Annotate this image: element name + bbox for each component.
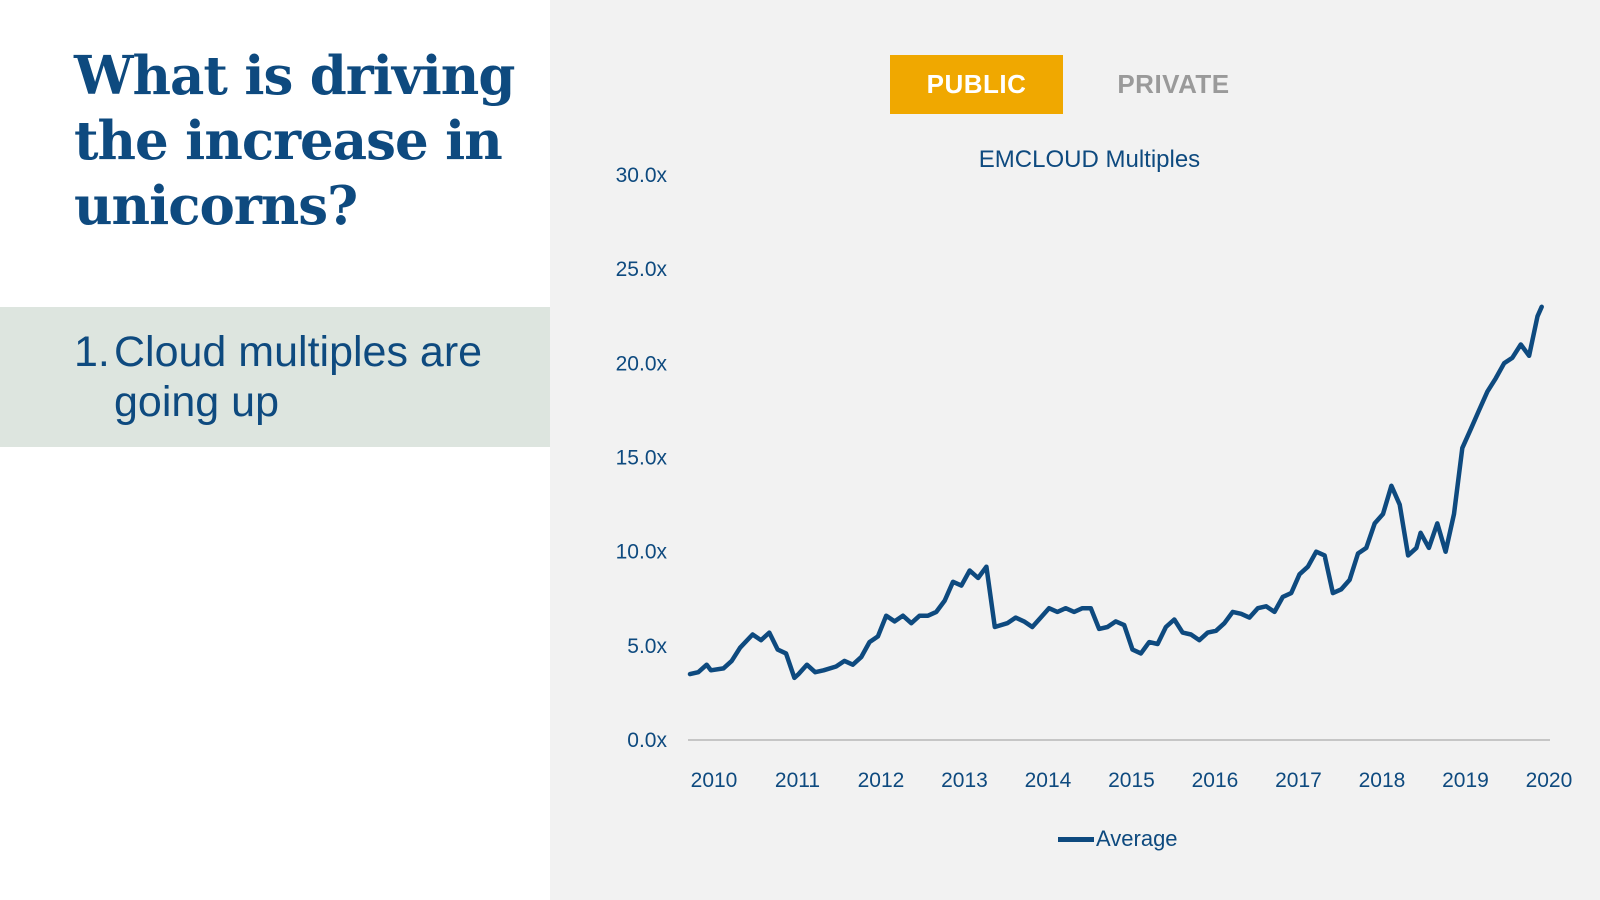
x-tick-label: 2014 bbox=[1025, 769, 1072, 792]
point-banner: 1. Cloud multiples are going up bbox=[0, 307, 590, 447]
page-title-line-1: What is driving bbox=[74, 45, 515, 107]
x-tick-label: 2018 bbox=[1359, 769, 1406, 792]
x-tick-label: 2012 bbox=[858, 769, 905, 792]
legend-label: Average bbox=[1096, 826, 1178, 851]
y-tick-label: 30.0x bbox=[616, 164, 668, 187]
tab-public[interactable]: PUBLIC bbox=[890, 55, 1063, 114]
line-chart: 0.0x 5.0x 10.0x 15.0x 20.0x 25.0x 30.0x 2010 201… bbox=[616, 164, 1573, 792]
chart-panel: PUBLIC PRIVATE EMCLOUD Multiples 0.0x 5.0… bbox=[550, 0, 1600, 900]
y-tick-label: 20.0x bbox=[616, 352, 668, 375]
page-title: What is driving the increase in unicorns… bbox=[74, 44, 534, 239]
legend-swatch bbox=[1058, 836, 1094, 842]
page-title-line-2: the increase in bbox=[74, 110, 503, 172]
y-tick-label: 25.0x bbox=[616, 258, 668, 281]
point-text: Cloud multiples are going up bbox=[114, 328, 483, 426]
y-tick-label: 10.0x bbox=[616, 541, 668, 564]
series-line-average bbox=[687, 304, 1544, 681]
left-panel: What is driving the increase in unicorns… bbox=[0, 0, 590, 900]
x-tick-label: 2013 bbox=[941, 769, 988, 792]
chart-legend: Average bbox=[1058, 826, 1178, 852]
page-title-line-3: unicorns? bbox=[74, 175, 358, 237]
point-number: 1. bbox=[74, 328, 110, 376]
chart-title: EMCLOUD Multiples bbox=[978, 146, 1201, 173]
x-tick-label: 2011 bbox=[775, 769, 820, 792]
y-tick-label: 0.0x bbox=[627, 729, 667, 752]
x-tick-label: 2020 bbox=[1526, 769, 1573, 792]
x-tick-label: 2016 bbox=[1192, 769, 1239, 792]
x-tick-label: 2017 bbox=[1275, 769, 1322, 792]
x-tick-label: 2019 bbox=[1442, 769, 1489, 792]
x-tick-label: 2010 bbox=[691, 769, 738, 792]
tab-private[interactable]: PRIVATE bbox=[1117, 69, 1230, 99]
y-tick-label: 5.0x bbox=[627, 635, 667, 658]
x-tick-label: 2015 bbox=[1108, 769, 1155, 792]
y-tick-label: 15.0x bbox=[616, 447, 668, 470]
